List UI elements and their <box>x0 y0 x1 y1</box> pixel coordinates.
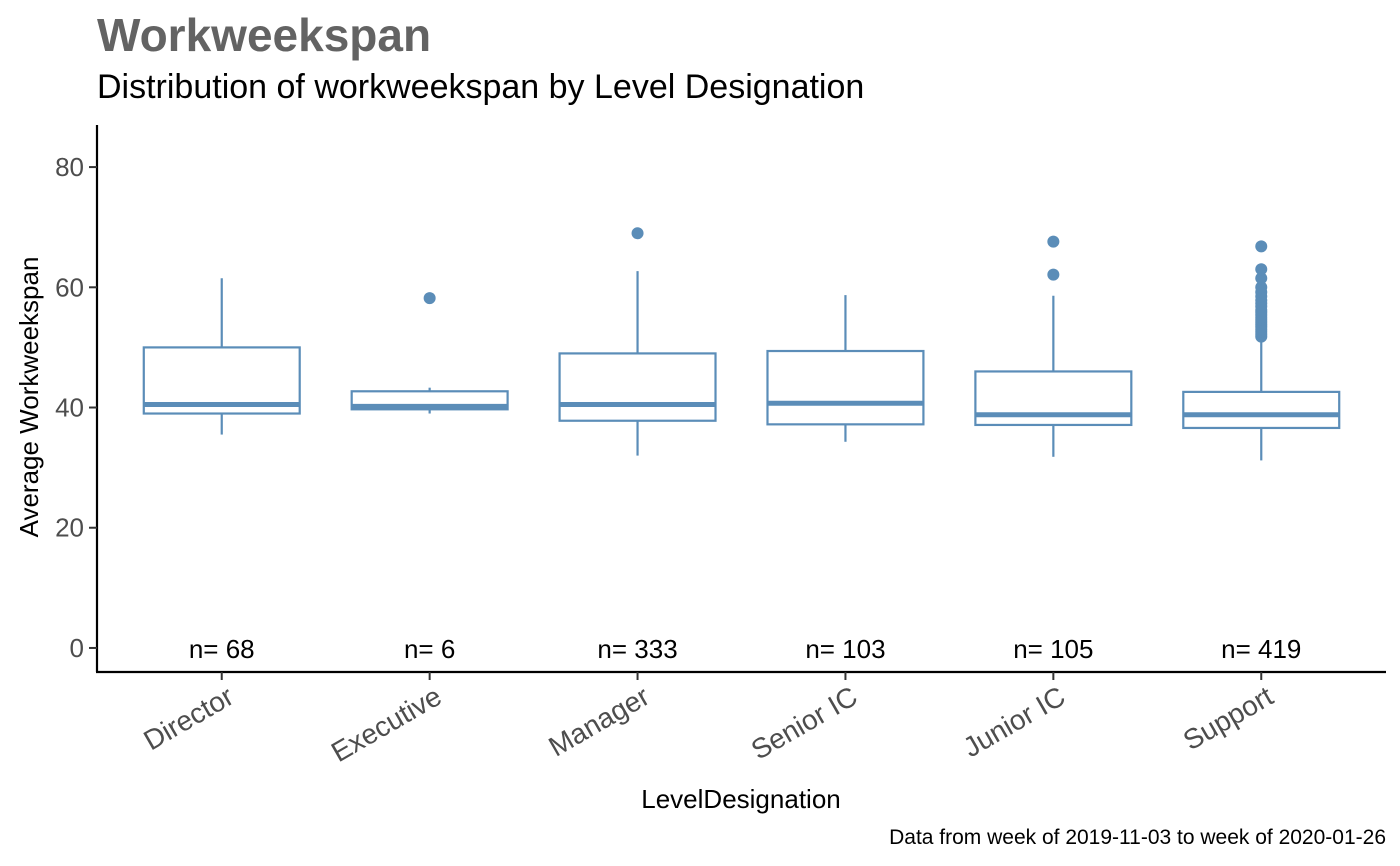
outlier-point <box>1255 240 1268 253</box>
iqr-box <box>350 390 509 411</box>
chart-title: Workweekspan <box>97 9 432 61</box>
y-tick-label: 0 <box>70 633 84 663</box>
outlier-point <box>631 227 644 240</box>
x-tick-label: Senior IC <box>746 680 863 765</box>
count-label: n= 103 <box>805 634 885 664</box>
iqr-box <box>1182 390 1341 430</box>
count-label: n= 6 <box>404 634 455 664</box>
box-executive: n= 6 <box>350 292 509 664</box>
chart-caption: Data from week of 2019-11-03 to week of … <box>889 826 1386 849</box>
x-tick-label: Director <box>138 680 238 756</box>
iqr-box <box>558 352 717 422</box>
box-director: n= 68 <box>142 278 301 664</box>
count-label: n= 68 <box>189 634 255 664</box>
y-tick-label: 80 <box>55 152 84 182</box>
x-tick-label: Support <box>1178 680 1279 756</box>
x-tick-label: Junior IC <box>958 680 1071 763</box>
chart-subtitle: Distribution of workweekspan by Level De… <box>97 68 865 106</box>
box-support: n= 419 <box>1182 240 1341 664</box>
outlier-point <box>1255 263 1268 276</box>
count-label: n= 419 <box>1221 634 1301 664</box>
y-tick-label: 60 <box>55 272 84 302</box>
count-label: n= 333 <box>597 634 677 664</box>
y-tick-label: 40 <box>55 393 84 423</box>
outlier-point <box>1047 268 1060 281</box>
x-axis-label: LevelDesignation <box>641 784 840 814</box>
box-manager: n= 333 <box>558 227 717 664</box>
iqr-box <box>974 370 1133 427</box>
box-senior-ic: n= 103 <box>766 295 925 664</box>
outlier-point <box>1255 281 1268 294</box>
iqr-box <box>766 349 925 426</box>
y-tick-label: 20 <box>55 513 84 543</box>
box-junior-ic: n= 105 <box>974 235 1133 664</box>
outlier-point <box>423 292 436 305</box>
x-tick-label: Executive <box>326 680 447 768</box>
y-axis-label: Average Workweekspan <box>14 257 44 538</box>
x-tick-label: Manager <box>543 680 654 762</box>
iqr-box <box>142 346 301 415</box>
count-label: n= 105 <box>1013 634 1093 664</box>
x-axis-ticks: Director Executive Manager Senior IC Junior … <box>138 672 1278 768</box>
outlier-point <box>1047 235 1060 248</box>
outlier-point <box>1255 272 1268 285</box>
y-axis-ticks: 0 20 40 60 80 <box>55 152 97 663</box>
plot-marks: n= 68 n= 6 n= 333 n= 103 n= 105 n= 419 <box>142 227 1341 664</box>
